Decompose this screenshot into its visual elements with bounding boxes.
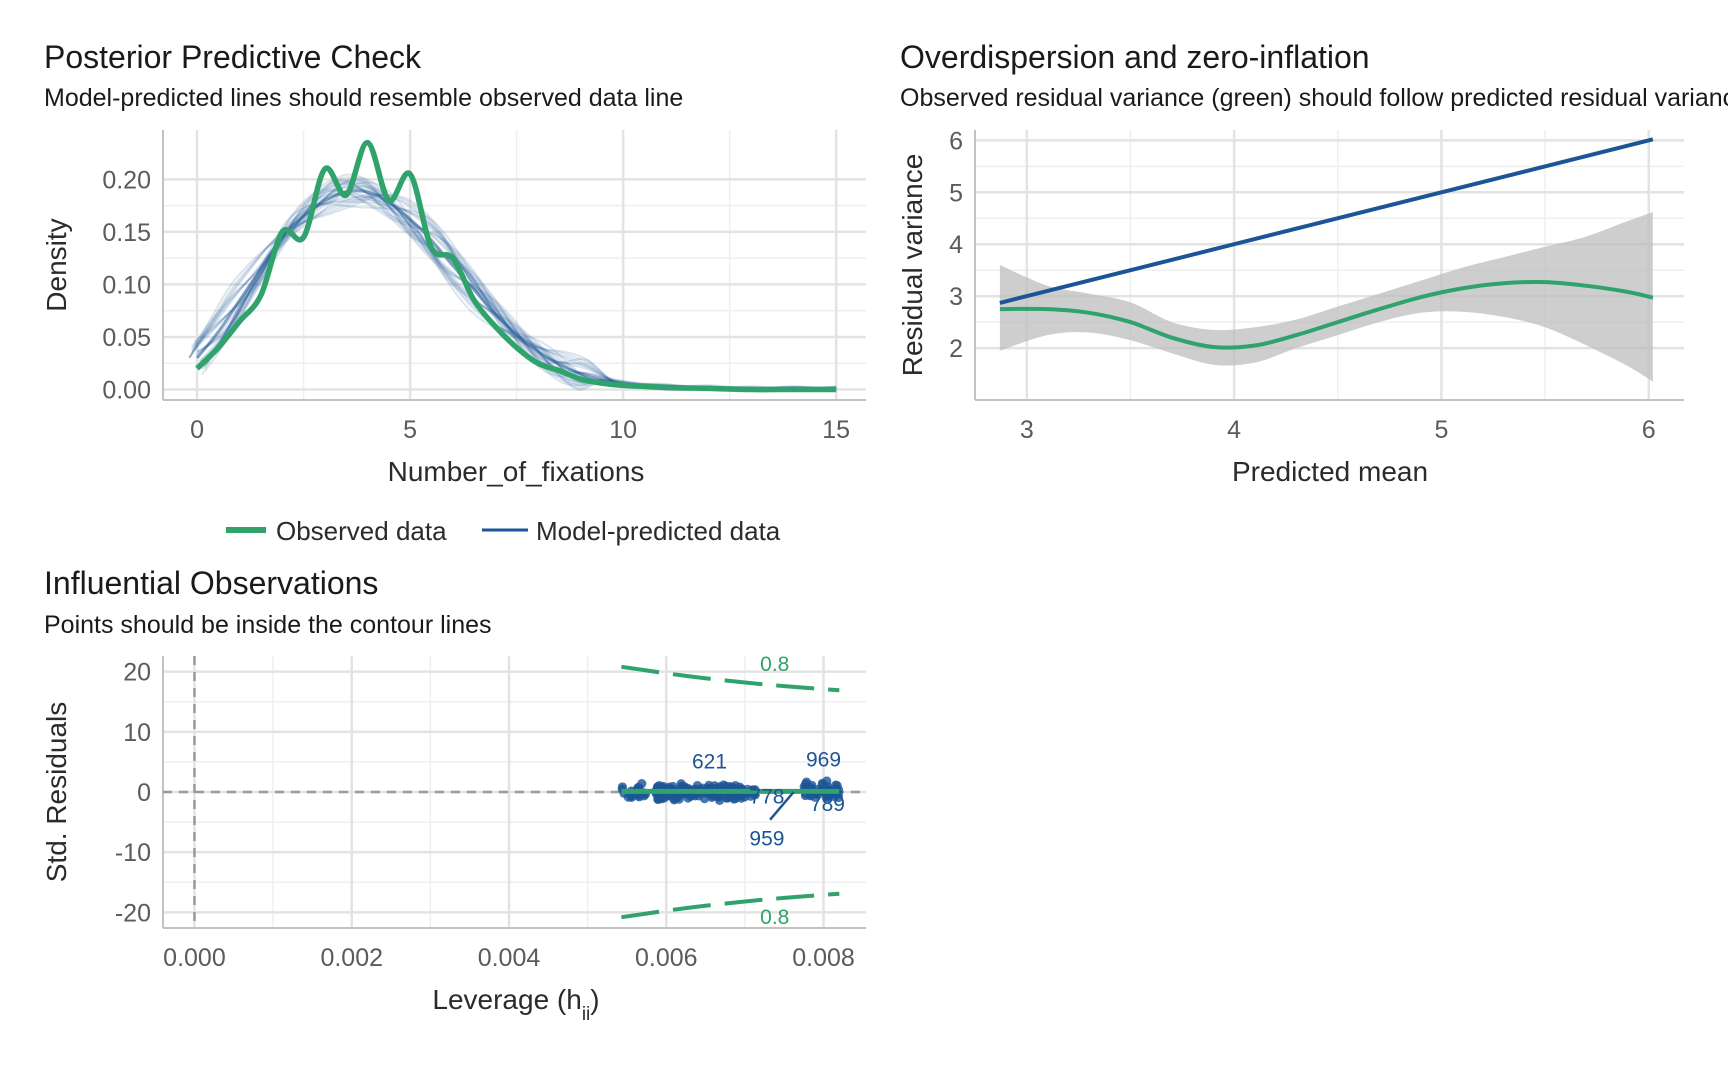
y-tick-label: 3 <box>949 283 963 311</box>
x-tick-label: 5 <box>1434 416 1448 444</box>
ppc-series <box>188 139 837 393</box>
inf-marks <box>163 656 866 928</box>
ppc-axes <box>162 130 866 401</box>
y-tick-label: 0.10 <box>102 271 151 299</box>
model-predicted-draw-line <box>188 181 837 391</box>
inf-x-axis-label-close: ) <box>590 984 599 1015</box>
legend-observed-label: Observed data <box>276 516 447 546</box>
point-label: 969 <box>806 748 841 771</box>
point-label: 778 <box>749 786 784 809</box>
y-tick-label: -20 <box>115 899 151 927</box>
inf-y-ticks: -20 -10 0 10 20 <box>115 659 151 928</box>
od-series <box>999 137 1654 382</box>
y-tick-label: 10 <box>123 719 151 747</box>
model-predicted-draw-line <box>193 173 837 391</box>
y-tick-label: -10 <box>115 839 151 867</box>
od-x-axis-label: Predicted mean <box>1232 456 1428 487</box>
model-predicted-draw-line <box>191 181 837 391</box>
x-tick-label: 5 <box>403 416 417 444</box>
ppc-gridlines <box>163 130 866 400</box>
point-label: 621 <box>692 751 727 774</box>
cooks-distance-contour <box>621 664 840 693</box>
model-predicted-draw-line <box>203 193 837 391</box>
y-tick-label: 0.15 <box>102 219 151 247</box>
ppc-legend: Observed data Model-predicted data <box>226 516 781 546</box>
x-tick-label: 0.002 <box>320 944 383 972</box>
contour-label: 0.8 <box>760 906 789 929</box>
od-x-ticks: 3 4 5 6 <box>1020 416 1656 444</box>
label-leader-line <box>769 791 795 821</box>
inf-x-axis-label-main: Leverage (h <box>432 984 581 1015</box>
model-predicted-draw-line <box>188 187 837 391</box>
x-tick-label: 15 <box>822 416 850 444</box>
observation-point <box>718 780 729 790</box>
model-predicted-draw-line <box>188 184 837 391</box>
model-predicted-draw-line <box>193 181 837 391</box>
y-tick-label: 0 <box>137 779 151 807</box>
observed-variance-line <box>999 279 1654 350</box>
ppc-y-axis-label: Density <box>41 218 72 311</box>
x-tick-label: 0.000 <box>163 944 226 972</box>
inf-y-axis-label: Std. Residuals <box>41 702 72 883</box>
panel-overdispersion: Overdispersion and zero-inflation Observ… <box>897 39 1728 487</box>
model-predicted-draw-line <box>188 186 837 391</box>
y-tick-label: 5 <box>949 179 963 207</box>
x-tick-label: 6 <box>1642 416 1656 444</box>
y-tick-label: 4 <box>949 231 963 259</box>
point-label: 959 <box>749 828 784 851</box>
od-y-axis-label: Residual variance <box>897 154 928 377</box>
x-tick-label: 3 <box>1020 416 1034 444</box>
x-tick-label: 0.004 <box>478 944 541 972</box>
x-tick-label: 0.006 <box>635 944 698 972</box>
observation-point <box>674 794 684 804</box>
x-tick-label: 0.008 <box>792 944 855 972</box>
inf-x-ticks: 0.000 0.002 0.004 0.006 0.008 <box>163 944 855 972</box>
observation-point <box>823 793 833 803</box>
y-tick-label: 2 <box>949 335 963 363</box>
ppc-title: Posterior Predictive Check <box>44 39 422 75</box>
y-tick-label: 0.20 <box>102 166 151 194</box>
x-tick-label: 10 <box>609 416 637 444</box>
y-tick-label: 0.05 <box>102 324 151 352</box>
od-axes <box>974 130 1684 401</box>
point-label: 789 <box>810 793 845 816</box>
od-y-ticks: 2 3 4 5 6 <box>949 127 963 363</box>
x-tick-label: 4 <box>1227 416 1241 444</box>
panel-influential-observations: Influential Observations Points should b… <box>41 565 866 1025</box>
inf-x-axis-label: Leverage (hii) <box>432 984 599 1025</box>
inf-title: Influential Observations <box>44 565 378 601</box>
ppc-y-ticks: 0.00 0.05 0.10 0.15 0.20 <box>102 166 151 404</box>
contour-label: 0.8 <box>760 653 789 676</box>
cooks-distance-contour <box>621 891 840 920</box>
observation-point <box>746 791 756 801</box>
inf-x-axis-label-subscript: ii <box>582 1004 590 1025</box>
observation-point <box>692 780 702 791</box>
panel-posterior-predictive-check: Posterior Predictive Check Model-predict… <box>41 39 866 546</box>
ppc-subtitle: Model-predicted lines should resemble ob… <box>44 84 683 112</box>
ppc-x-ticks: 0 5 10 15 <box>190 416 850 444</box>
predicted-variance-line <box>999 137 1654 305</box>
od-title: Overdispersion and zero-inflation <box>900 39 1370 75</box>
y-tick-label: 0.00 <box>102 376 151 404</box>
x-tick-label: 0 <box>190 416 204 444</box>
confidence-ribbon <box>999 212 1653 382</box>
observed-series-line <box>195 139 837 393</box>
model-predicted-draw-line <box>191 184 837 391</box>
y-tick-label: 6 <box>949 127 963 155</box>
inf-subtitle: Points should be inside the contour line… <box>44 611 492 639</box>
od-subtitle: Observed residual variance (green) shoul… <box>900 84 1728 112</box>
y-tick-label: 20 <box>123 659 151 687</box>
observation-point <box>818 780 828 790</box>
legend-predicted-label: Model-predicted data <box>536 516 781 546</box>
inf-gridlines <box>163 656 866 928</box>
inf-point-labels: 621 969 959 778 789 0.8 0.8 <box>692 653 845 929</box>
ppc-x-axis-label: Number_of_fixations <box>388 456 645 487</box>
